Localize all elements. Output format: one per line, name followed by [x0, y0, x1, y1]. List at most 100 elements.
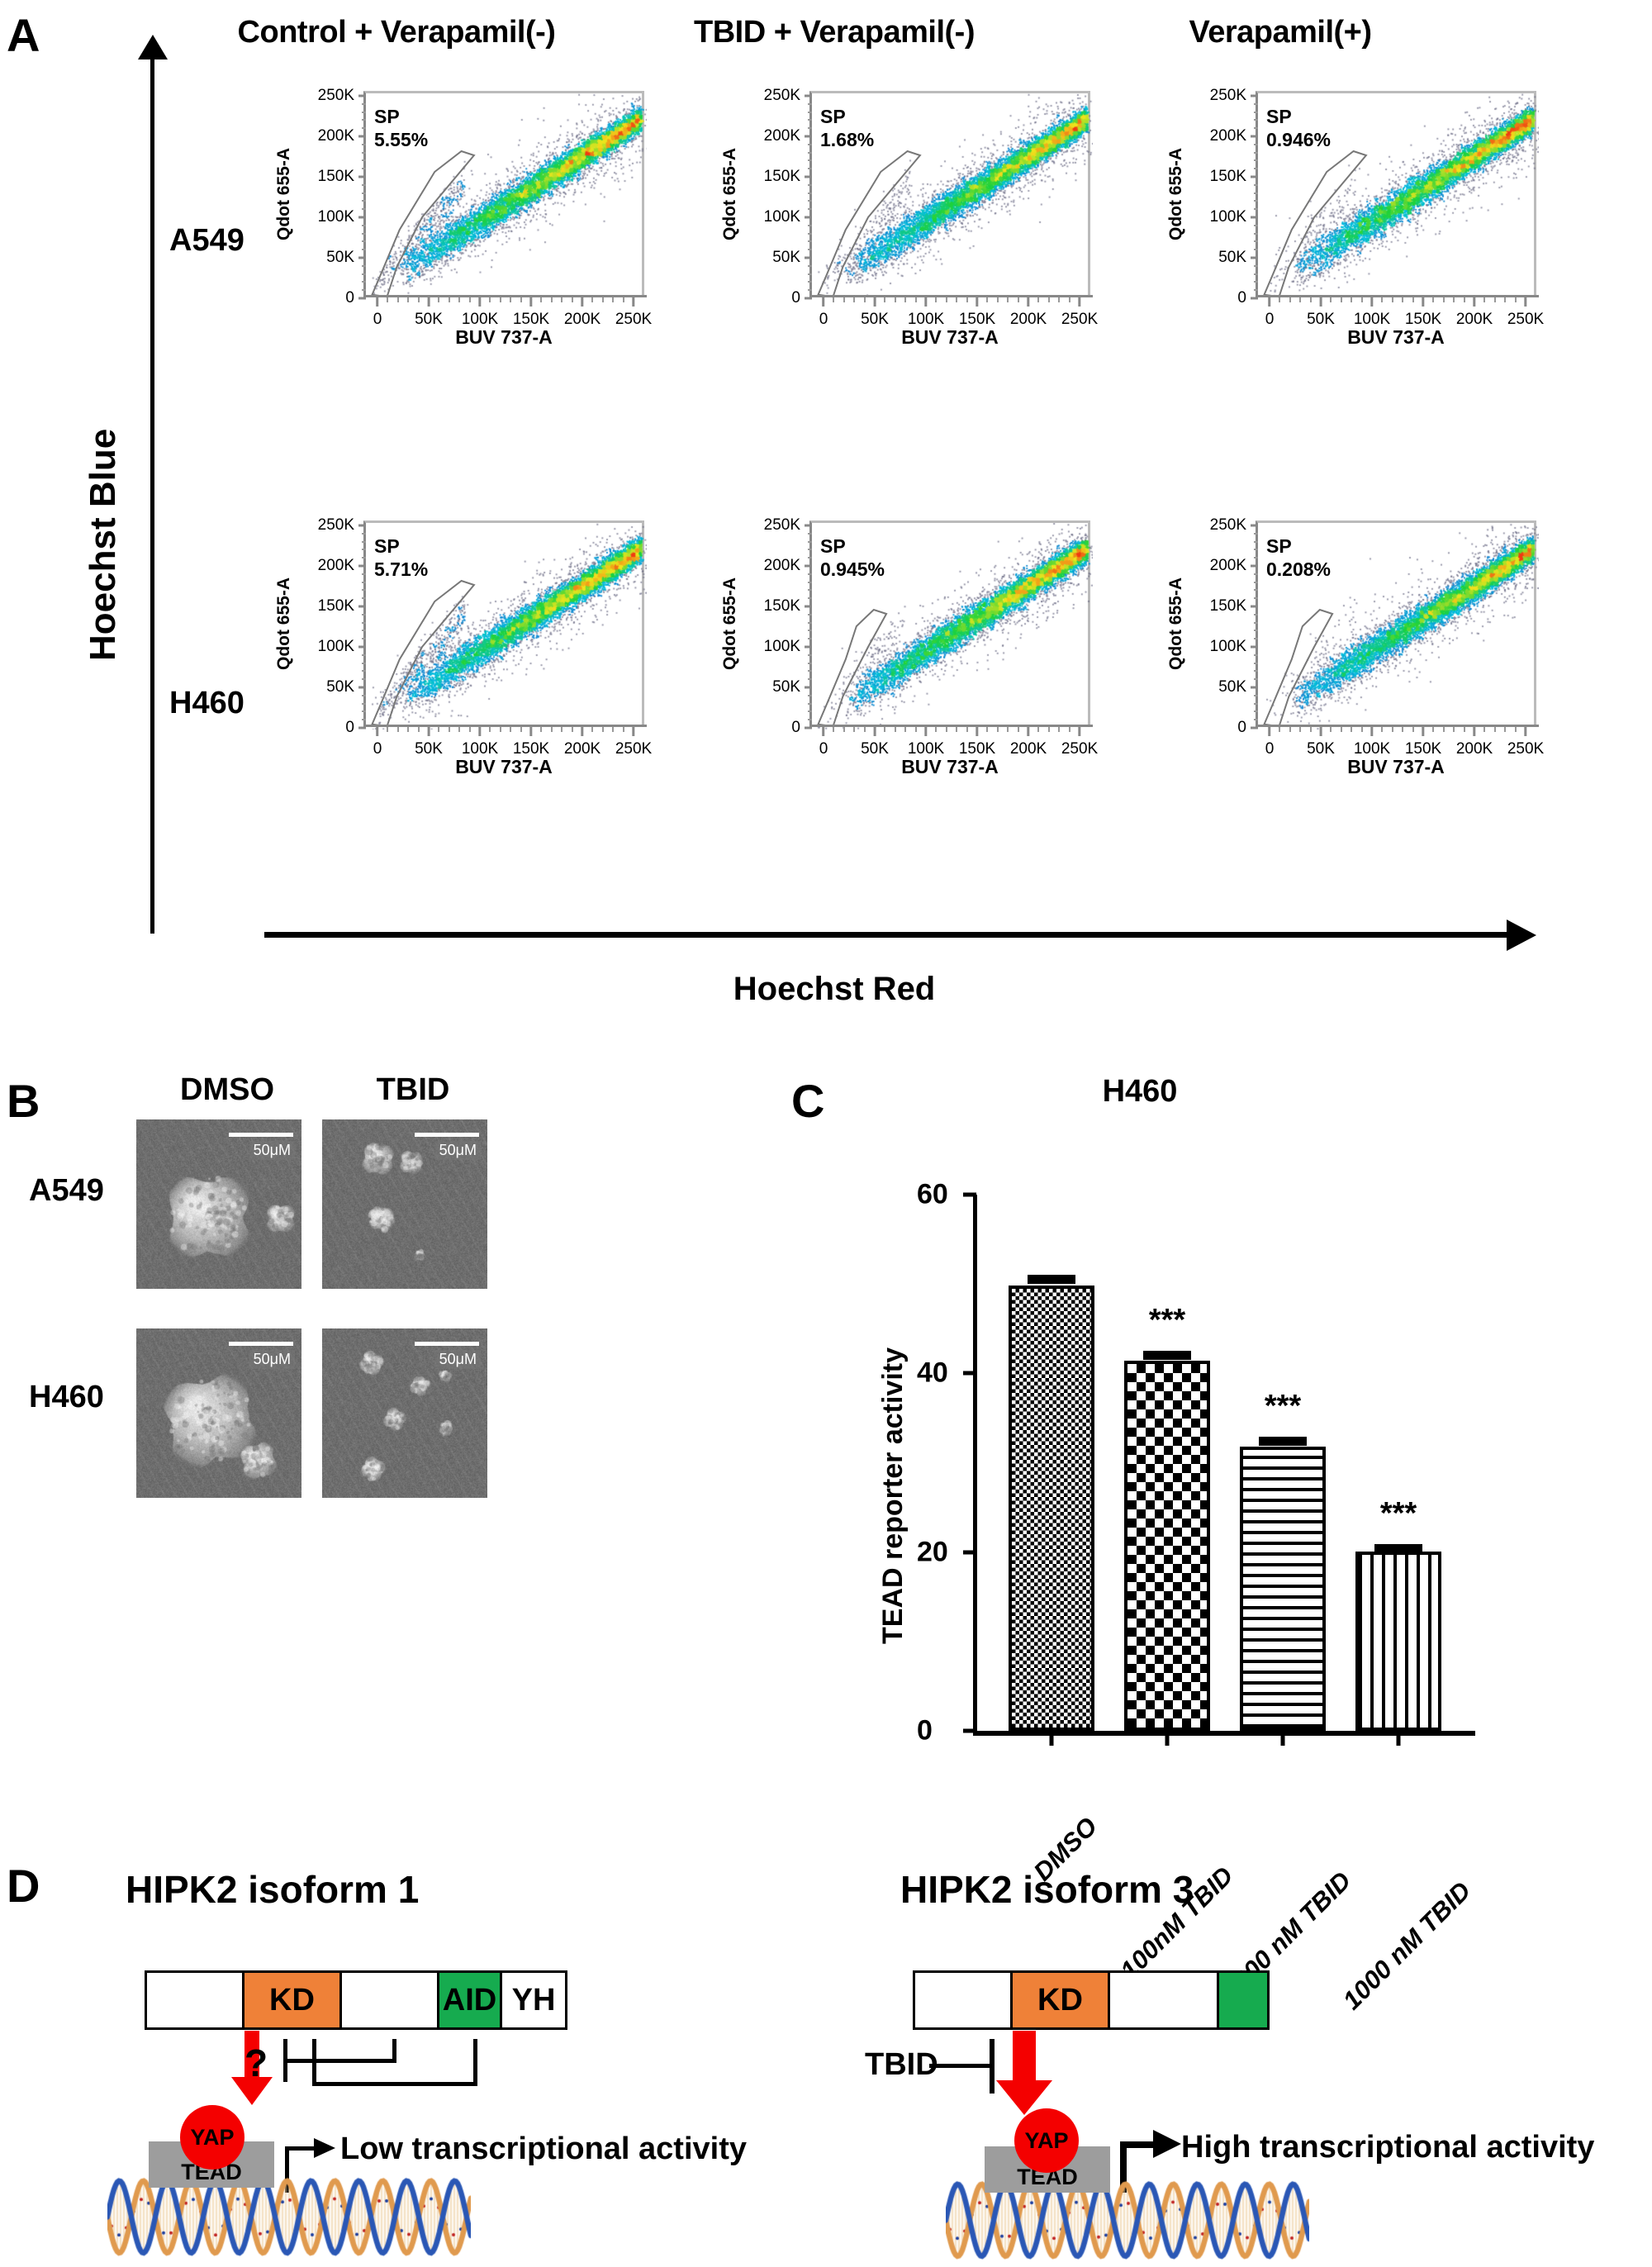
flow-plot-a549-verapamil[interactable]: Qdot 655-A BUV 737-A SP 0.946% 250K 200K 150K 1…	[1166, 87, 1544, 348]
flow-y-minor-tick	[808, 702, 812, 705]
flow-y-minor-tick	[1254, 159, 1258, 162]
flow-y-tick: 100K	[318, 208, 366, 226]
flow-y-tick: 250K	[1210, 87, 1258, 105]
sp-gate-outline[interactable]	[1258, 523, 1539, 730]
flow-x-minor-tick	[458, 297, 461, 302]
flow-x-minor-tick	[986, 297, 989, 302]
sp-gate-name: SP	[820, 535, 846, 557]
flow-x-minor-tick	[884, 727, 886, 732]
flow-y-minor-tick	[1254, 192, 1258, 194]
flow-plot-area: SP 0.208% 250K 200K 150K 100K 50K 0 0 50K 100K 150K…	[1210, 516, 1545, 758]
tbid-label: TBID	[865, 2047, 938, 2082]
flow-x-minor-tick	[601, 727, 604, 732]
sp-gate-name: SP	[820, 106, 846, 127]
flow-x-tick: 150K	[513, 297, 549, 329]
micrograph-a549-dmso[interactable]: 50μM	[136, 1119, 301, 1289]
micrograph-a549-tbid[interactable]: 50μM	[322, 1119, 487, 1289]
sp-gate-label: SP 5.71%	[374, 535, 428, 581]
sp-gate-outline[interactable]	[812, 93, 1093, 300]
red-down-arrow-icon	[231, 2031, 273, 2105]
flow-x-minor-tick	[996, 297, 999, 302]
chart-significance-marker: ***	[1379, 1496, 1417, 1532]
sp-gate-outline[interactable]	[366, 93, 647, 300]
flow-y-tick: 50K	[1218, 249, 1258, 267]
flow-scatter-canvas	[812, 523, 1093, 730]
panel-b-row-label-a549: A549	[29, 1173, 104, 1208]
flow-y-minor-tick	[808, 589, 812, 592]
flow-plot-h460-tbid[interactable]: Qdot 655-A BUV 737-A SP 0.945% 250K 200K 150K 1…	[720, 516, 1098, 777]
flow-x-tick: 50K	[415, 727, 443, 758]
flow-plot-a549-tbid[interactable]: Qdot 655-A BUV 737-A SP 1.68% 250K 200K 150K 10…	[720, 87, 1099, 348]
sp-gate-label: SP 0.208%	[1266, 535, 1331, 581]
flow-x-minor-tick	[1279, 727, 1281, 732]
chart-y-tick-mark	[963, 1371, 976, 1376]
flow-x-minor-tick	[1391, 727, 1393, 732]
flow-x-minor-tick	[407, 727, 410, 732]
flow-plot-h460-verapamil[interactable]: Qdot 655-A BUV 737-A SP 0.208% 250K 200K 150K 1…	[1166, 516, 1545, 777]
chart-bar[interactable]	[1355, 1551, 1441, 1731]
flow-y-axis-label: Qdot 655-A	[274, 577, 293, 671]
flow-x-minor-tick	[448, 297, 450, 302]
sp-gate-label: SP 0.946%	[1266, 105, 1331, 151]
chart-bar[interactable]	[1240, 1447, 1326, 1731]
flow-y-minor-tick	[362, 159, 366, 162]
flow-plot-area: SP 1.68% 250K 200K 150K 100K 50K 0 0 50K 100K 150K 2…	[764, 87, 1099, 328]
flow-y-minor-tick	[808, 151, 812, 154]
flow-y-tick: 50K	[772, 678, 812, 696]
chart-bar[interactable]	[1124, 1361, 1210, 1731]
flow-y-tick: 0	[1237, 719, 1258, 737]
flow-y-minor-tick	[808, 119, 812, 121]
flow-y-minor-tick	[808, 232, 812, 235]
panel-a-global-y-axis-label: Hoechst Blue	[83, 428, 123, 661]
sp-gate-outline[interactable]	[812, 523, 1093, 730]
panel-a-row-label-a549: A549	[169, 223, 244, 258]
flow-x-minor-tick	[945, 727, 947, 732]
flow-y-minor-tick	[1254, 662, 1258, 664]
flow-y-tick: 250K	[1210, 516, 1258, 535]
flow-y-minor-tick	[808, 540, 812, 543]
panel-b: B DMSO TBID A549 H460 50μM 50μM 50μM 50μ…	[0, 1066, 809, 1809]
micrograph-h460-dmso[interactable]: 50μM	[136, 1328, 301, 1498]
flow-y-tick: 150K	[318, 597, 366, 615]
chart-error-bar	[1027, 1274, 1076, 1284]
flow-x-minor-tick	[540, 727, 543, 732]
sp-gate-outline[interactable]	[366, 523, 647, 730]
flow-x-tick: 50K	[861, 727, 889, 758]
flow-y-minor-tick	[808, 143, 812, 145]
domain-bar-isoform-3: KD	[913, 1970, 1270, 2030]
flow-y-minor-tick	[1254, 670, 1258, 672]
flow-x-minor-tick	[1007, 297, 1009, 302]
flow-x-tick: 250K	[615, 727, 652, 758]
flow-y-minor-tick	[362, 581, 366, 583]
flow-plot-a549-control[interactable]: Qdot 655-A BUV 737-A SP 5.55% 250K 200K 150K 10…	[274, 87, 652, 348]
flow-y-minor-tick	[808, 102, 812, 105]
flow-scatter-canvas	[366, 93, 647, 300]
flow-x-minor-tick	[894, 297, 896, 302]
flow-y-tick: 50K	[326, 249, 366, 267]
flow-y-axis-label: Qdot 655-A	[1166, 147, 1185, 241]
flow-x-tick: 100K	[1354, 727, 1390, 758]
flow-x-minor-tick	[1351, 297, 1353, 302]
sp-gate-percent: 5.71%	[374, 558, 429, 581]
flow-y-tick: 200K	[1210, 557, 1258, 575]
flow-x-minor-tick	[1351, 727, 1353, 732]
flow-y-minor-tick	[362, 232, 366, 235]
scale-bar-icon	[415, 1342, 479, 1346]
flow-x-tick: 200K	[1010, 297, 1047, 329]
sp-gate-outline[interactable]	[1258, 93, 1539, 300]
flow-x-minor-tick	[1340, 297, 1342, 302]
chart-y-tick-mark	[963, 1728, 976, 1733]
flow-y-minor-tick	[1254, 711, 1258, 713]
flow-x-axis-label: BUV 737-A	[1347, 756, 1445, 777]
chart-bar[interactable]	[1009, 1286, 1094, 1731]
flow-y-minor-tick	[1254, 540, 1258, 543]
flow-x-axis-line	[1258, 295, 1539, 297]
flow-x-tick: 100K	[462, 727, 498, 758]
micrograph-h460-tbid[interactable]: 50μM	[322, 1328, 487, 1498]
scale-bar-label-3: 50μM	[249, 1350, 295, 1369]
flow-y-minor-tick	[1254, 532, 1258, 535]
flow-plot-h460-control[interactable]: Qdot 655-A BUV 737-A SP 5.71% 250K 200K 150K 10…	[274, 516, 652, 777]
flow-x-minor-tick	[1007, 727, 1009, 732]
flow-y-minor-tick	[1254, 621, 1258, 624]
flow-x-minor-tick	[387, 727, 389, 732]
